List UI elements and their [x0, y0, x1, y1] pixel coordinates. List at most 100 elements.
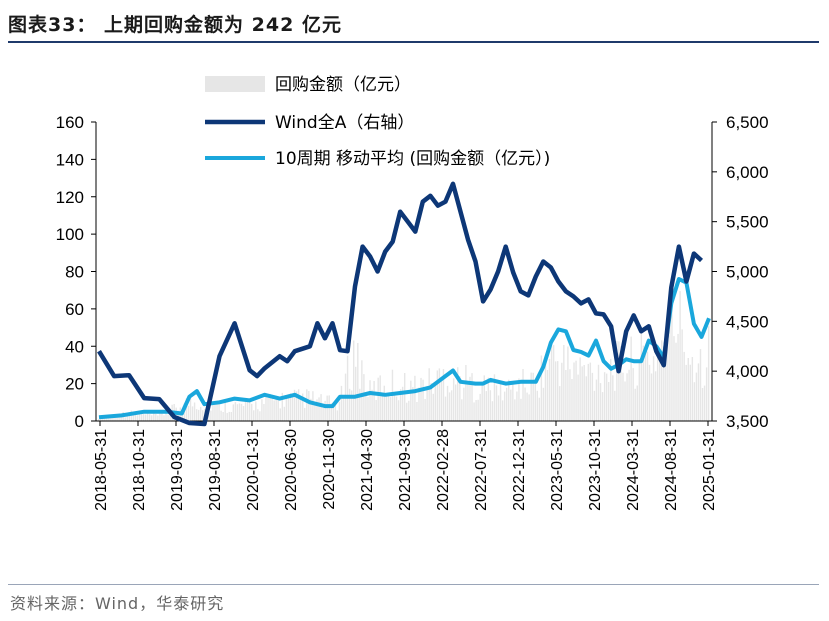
repurchase-bar: [257, 409, 259, 421]
repurchase-bar: [316, 399, 318, 421]
repurchase-bar: [455, 384, 457, 421]
repurchase-bar: [481, 385, 483, 421]
repurchase-bar: [161, 413, 163, 421]
x-tick-label: 2024-08-31: [663, 429, 680, 511]
repurchase-bar: [561, 362, 563, 421]
repurchase-bar: [440, 377, 443, 421]
repurchase-bar: [220, 410, 222, 421]
repurchase-bar: [224, 401, 226, 421]
left-tick-label: 60: [65, 300, 84, 319]
repurchase-bar: [308, 391, 310, 421]
repurchase-bar: [544, 359, 547, 421]
x-tick-label: 2018-10-31: [131, 429, 148, 511]
repurchase-bar: [273, 400, 275, 421]
repurchase-bar: [420, 377, 422, 421]
repurchase-bar: [251, 403, 253, 421]
repurchase-bar: [230, 412, 232, 421]
legend-wind-label: Wind全A（右轴）: [275, 113, 414, 133]
repurchase-bar: [426, 385, 428, 421]
repurchase-bar: [393, 392, 396, 421]
left-tick-label: 20: [65, 375, 84, 394]
repurchase-bar: [414, 375, 416, 421]
repurchase-bar: [334, 402, 337, 421]
repurchase-bar: [424, 399, 426, 421]
repurchase-bar: [326, 395, 328, 421]
repurchase-bar: [297, 389, 300, 421]
repurchase-bar: [342, 397, 345, 421]
repurchase-bar: [408, 400, 410, 421]
repurchase-bar: [434, 382, 436, 421]
title-rule: [8, 41, 819, 43]
repurchase-bar: [693, 382, 696, 421]
x-tick-label: 2023-10-31: [587, 429, 604, 511]
repurchase-bar: [185, 398, 188, 421]
repurchase-bar: [475, 400, 477, 421]
repurchase-bar: [569, 369, 571, 421]
repurchase-bar: [601, 392, 604, 421]
repurchase-bar: [567, 346, 569, 421]
x-tick-label: 2019-08-31: [207, 429, 224, 511]
repurchase-bar: [291, 393, 294, 421]
repurchase-bar: [532, 372, 534, 421]
repurchase-bar: [577, 374, 579, 421]
repurchase-bar: [573, 362, 575, 421]
repurchase-bar: [271, 398, 273, 421]
repurchase-bar: [575, 360, 577, 421]
repurchase-bar: [289, 393, 292, 421]
x-tick-label: 2021-04-30: [359, 429, 376, 511]
repurchase-bar: [169, 410, 171, 421]
repurchase-bar: [526, 392, 528, 421]
repurchase-bar: [461, 399, 463, 421]
repurchase-bar: [159, 413, 161, 421]
repurchase-bar: [153, 412, 155, 421]
repurchase-bar: [340, 385, 343, 421]
repurchase-bar: [608, 382, 610, 421]
source-note: 资料来源：Wind，华泰研究: [10, 594, 225, 613]
x-tick-label: 2020-06-30: [283, 429, 300, 511]
repurchase-bar: [263, 404, 265, 421]
repurchase-bars: [98, 286, 710, 421]
repurchase-bar: [661, 340, 663, 421]
repurchase-bar: [497, 395, 500, 421]
repurchase-bar: [516, 391, 518, 421]
repurchase-bar: [542, 387, 545, 421]
repurchase-bar: [138, 412, 141, 421]
repurchase-bar: [322, 407, 324, 421]
repurchase-bar: [218, 401, 220, 421]
left-tick-label: 100: [56, 225, 84, 244]
repurchase-bar: [675, 342, 677, 421]
repurchase-bar: [444, 396, 447, 421]
x-tick-label: 2021-09-30: [397, 429, 414, 511]
repurchase-bar: [248, 401, 251, 421]
repurchase-bar: [593, 390, 596, 421]
repurchase-bar: [163, 415, 165, 421]
x-tick-label: 2024-03-31: [625, 429, 642, 511]
left-tick-label: 140: [56, 150, 84, 169]
repurchase-bar: [597, 364, 600, 421]
repurchase-bar: [681, 329, 683, 421]
repurchase-bar: [261, 399, 263, 421]
left-tick-label: 120: [56, 188, 84, 207]
repurchase-bar: [648, 364, 651, 421]
x-tick-label: 2025-01-31: [701, 429, 718, 511]
left-tick-label: 0: [75, 412, 84, 431]
repurchase-bar: [550, 345, 553, 421]
repurchase-bar: [632, 368, 634, 421]
repurchase-bar: [418, 387, 420, 421]
repurchase-bar: [277, 398, 279, 421]
repurchase-bar: [503, 391, 506, 421]
repurchase-bar: [467, 384, 469, 421]
repurchase-bar: [189, 396, 192, 421]
right-tick-label: 5,000: [726, 263, 769, 282]
repurchase-bar: [375, 400, 377, 421]
repurchase-bar: [281, 392, 283, 421]
repurchase-bar: [471, 373, 473, 421]
left-tick-label: 80: [65, 263, 84, 282]
repurchase-bar: [679, 291, 681, 421]
repurchase-bar: [589, 362, 592, 421]
repurchase-bar: [634, 388, 636, 421]
repurchase-bar: [495, 385, 498, 421]
repurchase-bar: [493, 374, 496, 421]
repurchase-bar: [671, 286, 673, 421]
repurchase-bar: [142, 413, 145, 421]
